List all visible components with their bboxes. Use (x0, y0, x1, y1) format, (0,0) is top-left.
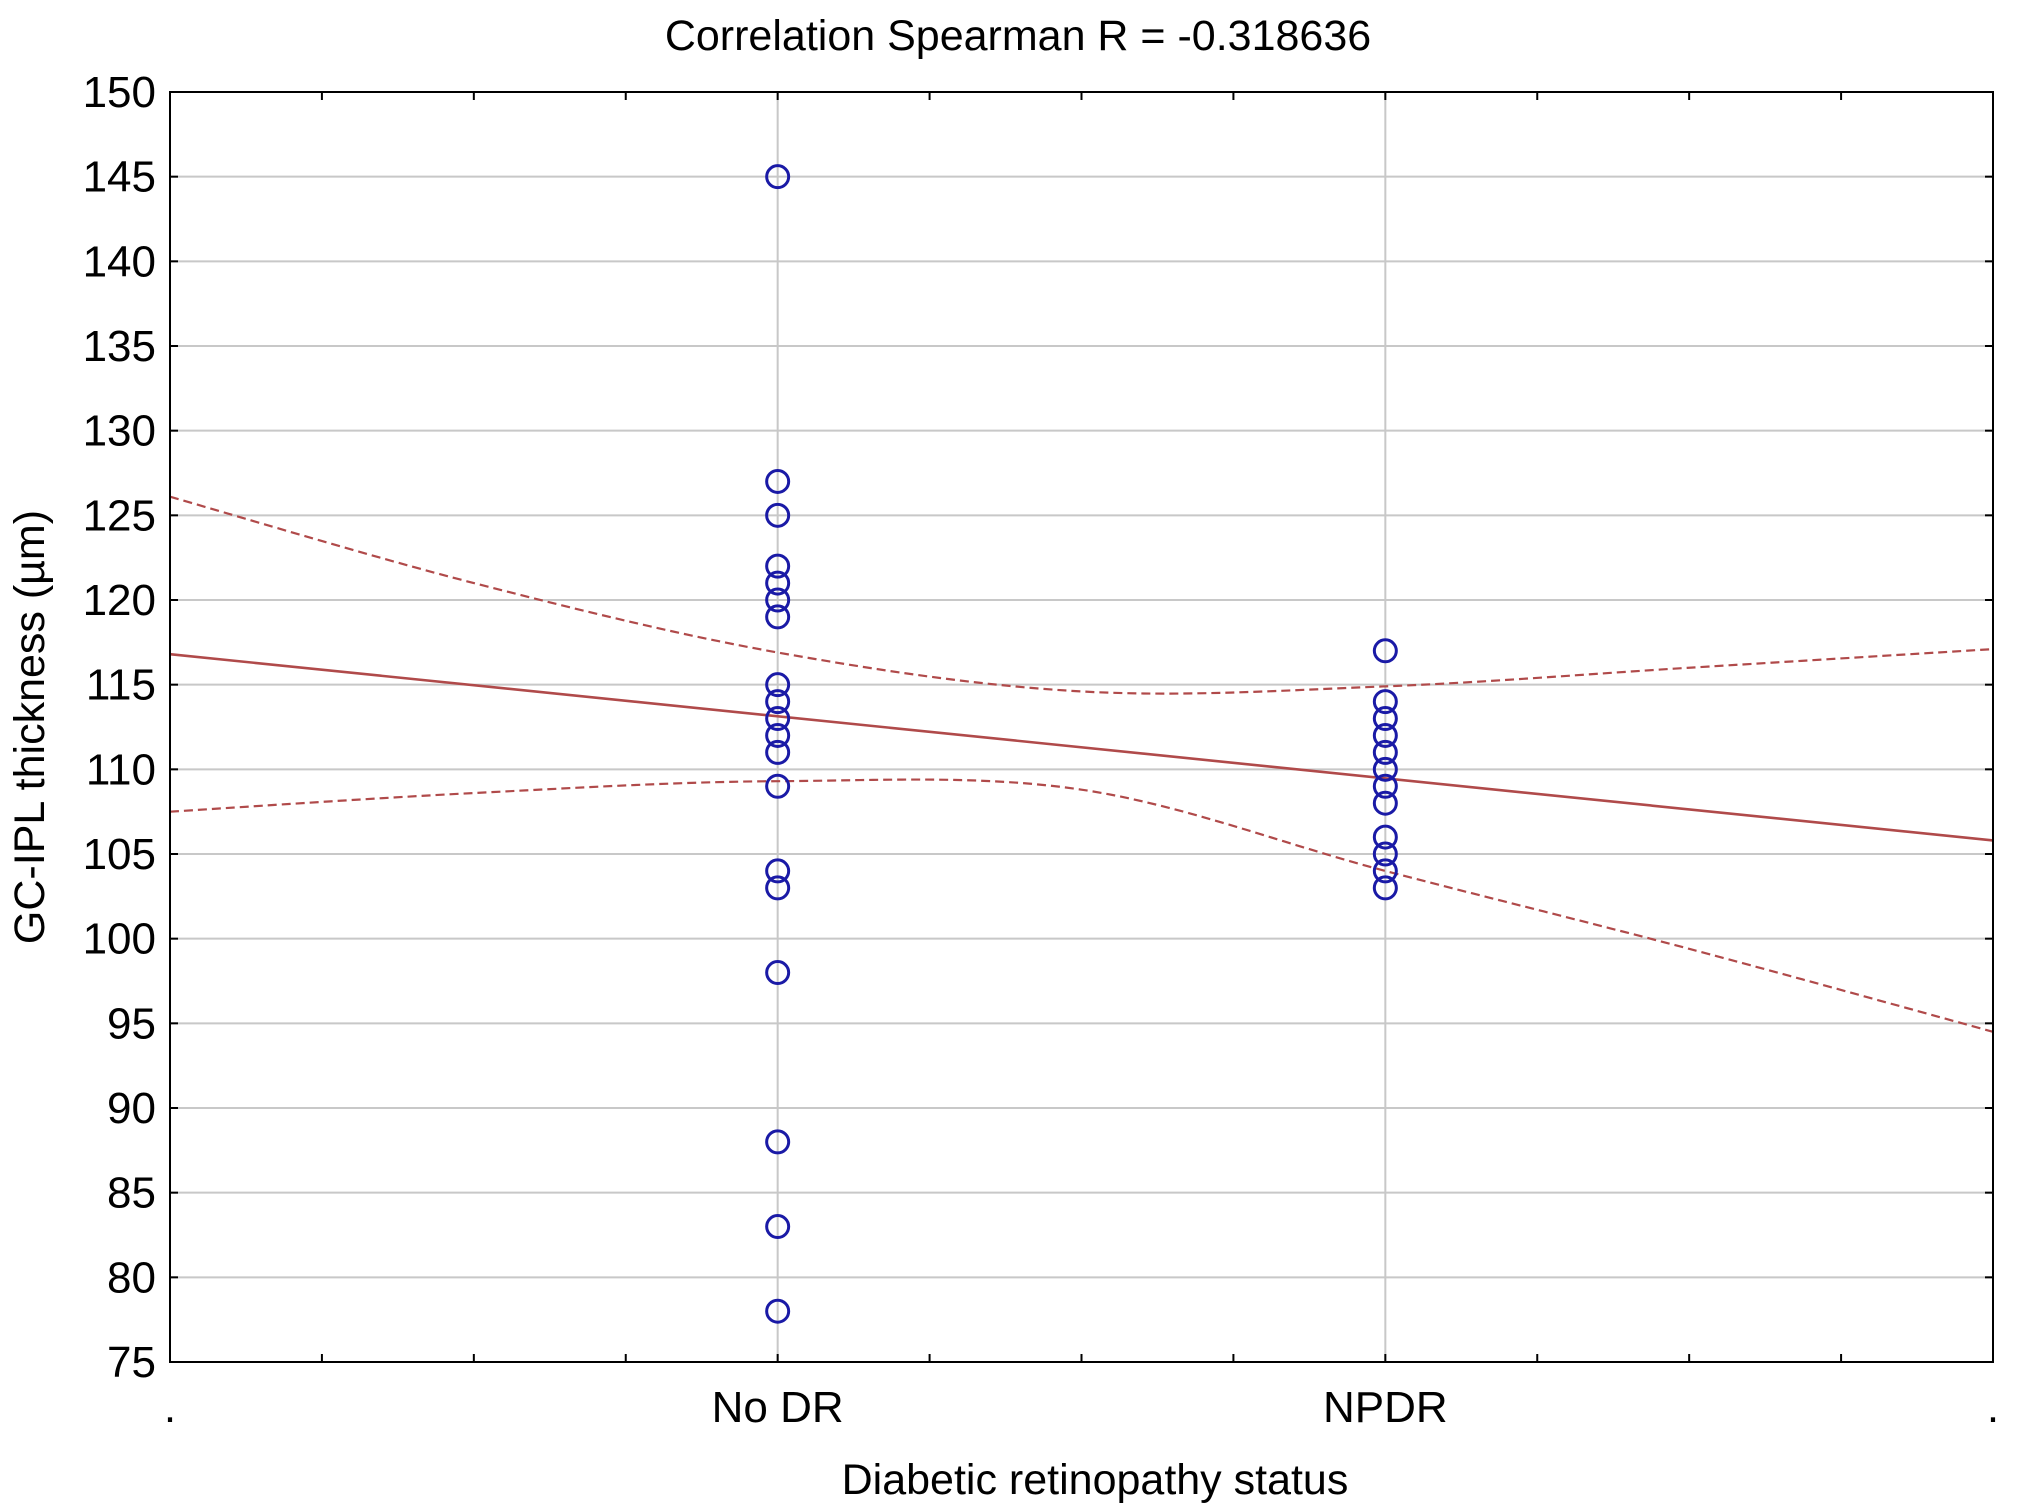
data-point (765, 773, 791, 799)
data-points (765, 164, 1398, 1324)
data-point (1372, 841, 1398, 867)
data-point (765, 672, 791, 698)
y-tick-label: 80 (107, 1253, 156, 1302)
axis-ticks (169, 91, 1994, 1363)
regression-line (169, 652, 1994, 842)
data-point (765, 570, 791, 596)
x-edge-label: . (1987, 1383, 1999, 1432)
y-tick-label: 105 (83, 830, 156, 879)
y-tick-label: 110 (86, 745, 156, 794)
data-point (1372, 773, 1398, 799)
y-tick-label: 90 (107, 1084, 156, 1133)
y-tick-label: 115 (86, 661, 156, 710)
y-tick-label: 95 (107, 999, 156, 1048)
confidence-lower-line (169, 778, 1994, 1033)
data-point (1372, 638, 1398, 664)
y-axis-label: GC-IPL thickness (µm) (6, 510, 54, 944)
data-point (765, 875, 791, 901)
data-point (765, 960, 791, 986)
data-point (1372, 722, 1398, 748)
data-point (765, 587, 791, 613)
data-point (1372, 858, 1398, 884)
y-tick-label: 145 (83, 153, 156, 202)
data-point (765, 502, 791, 528)
y-tick-label: 135 (83, 322, 156, 371)
data-point (765, 604, 791, 630)
data-point (1372, 756, 1398, 782)
x-axis-label: Diabetic retinopathy status (842, 1456, 1349, 1504)
data-point (765, 689, 791, 715)
plot-frame (169, 91, 1994, 1363)
y-tick-label: 125 (83, 491, 156, 540)
data-point (1372, 689, 1398, 715)
y-tick-label: 75 (107, 1338, 156, 1387)
data-point (765, 706, 791, 732)
y-tick-label: 150 (83, 68, 156, 117)
data-point (1372, 739, 1398, 765)
grid-lines (170, 92, 1993, 1362)
regression-line-group (169, 652, 1994, 842)
data-point (1372, 875, 1398, 901)
data-point (1372, 790, 1398, 816)
chart-title: Correlation Spearman R = -0.318636 (665, 12, 1371, 60)
data-point (765, 468, 791, 494)
y-tick-label: 100 (83, 915, 156, 964)
confidence-band-lines (169, 495, 1994, 1033)
y-tick-label: 140 (83, 237, 156, 286)
data-point (765, 1129, 791, 1155)
data-point (765, 739, 791, 765)
x-tick-labels: No DR NPDR.. (164, 1383, 1999, 1432)
y-tick-label: 120 (83, 576, 156, 625)
data-point (765, 553, 791, 579)
y-tick-label: 85 (107, 1169, 156, 1218)
x-category-label: NPDR (1323, 1383, 1448, 1432)
data-point (765, 1298, 791, 1324)
data-point (1372, 824, 1398, 850)
x-category-label: No DR (712, 1383, 844, 1432)
y-tick-label: 130 (83, 407, 156, 456)
data-point (765, 164, 791, 190)
data-point (765, 858, 791, 884)
y-tick-labels: 75 80 85 90 95 100 105 110 115 120 125 130 135 140 145… (83, 68, 156, 1387)
x-edge-label: . (164, 1383, 176, 1432)
data-point (765, 722, 791, 748)
data-point (1372, 706, 1398, 732)
data-point (765, 1214, 791, 1240)
confidence-upper-line (169, 495, 1994, 695)
